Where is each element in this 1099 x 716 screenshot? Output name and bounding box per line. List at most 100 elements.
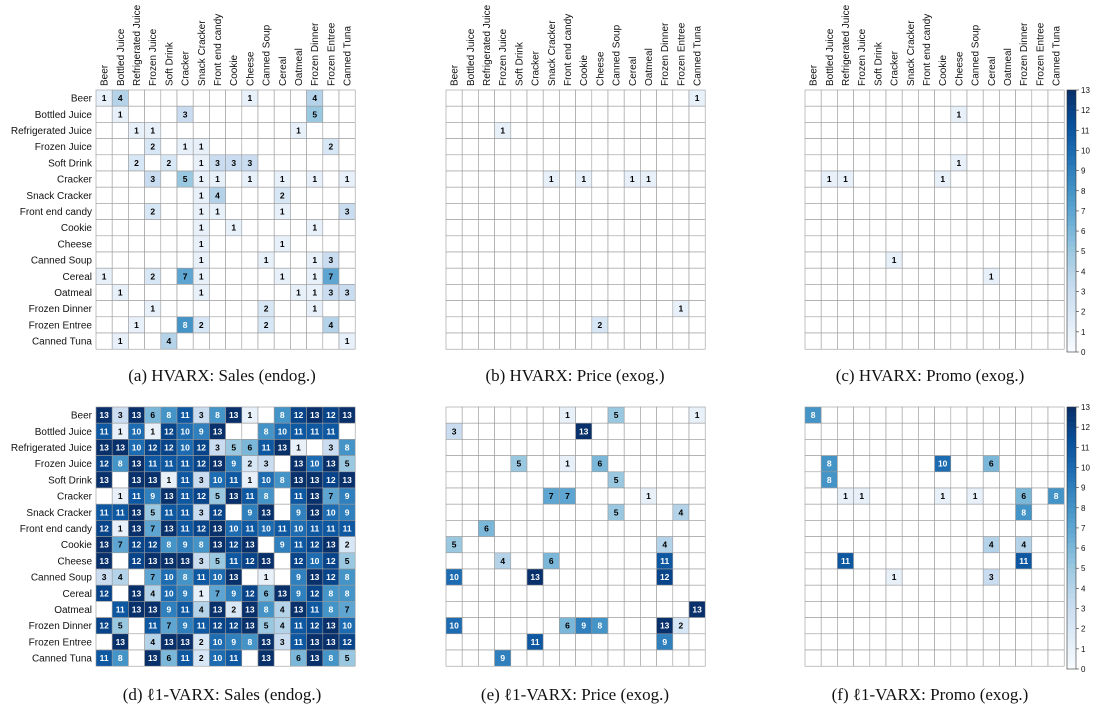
- cell-value: 13: [310, 572, 320, 582]
- heatmap-cell: [176, 300, 194, 318]
- column-label: Frozen Entree: [1035, 22, 1046, 86]
- cell-value: 11: [278, 524, 287, 534]
- heatmap-cell: [461, 422, 479, 440]
- heatmap-cell: [885, 267, 903, 285]
- cell-value: 4: [280, 621, 285, 631]
- heatmap-cell: [869, 235, 887, 253]
- heatmap-cell: [804, 633, 822, 651]
- heatmap-cell: [640, 122, 657, 139]
- heatmap-cell: [510, 422, 528, 440]
- heatmap-cell: [510, 267, 528, 285]
- heatmap-cell: [445, 284, 463, 301]
- heatmap-cell: [95, 170, 113, 188]
- cell-value: 2: [150, 271, 155, 281]
- heatmap-cell: [591, 471, 609, 489]
- heatmap-cell: [623, 471, 641, 489]
- heatmap-cell: [526, 251, 544, 269]
- cell-value: 1: [500, 126, 505, 136]
- heatmap-cell: [804, 617, 822, 635]
- cell-value: 3: [199, 556, 204, 566]
- heatmap-cell: [461, 332, 479, 350]
- colorbar-segment: [1067, 417, 1076, 423]
- heatmap-cell: [672, 536, 690, 554]
- colorbar-tick-label: 4: [1081, 584, 1086, 593]
- heatmap-cell: [461, 138, 479, 156]
- heatmap-cell: [510, 300, 528, 318]
- heatmap-cell: [1047, 455, 1065, 473]
- heatmap-cell: [225, 138, 243, 156]
- heatmap-cell: [607, 235, 625, 253]
- heatmap-cell: [672, 332, 690, 350]
- cell-value: 1: [280, 239, 285, 249]
- cell-value: 13: [164, 524, 174, 534]
- heatmap-cell: [853, 203, 871, 220]
- heatmap-cell: [640, 332, 657, 350]
- heatmap-cell: [526, 300, 544, 318]
- heatmap-cell: [128, 235, 145, 253]
- heatmap-cell: [95, 138, 113, 156]
- heatmap-cell: [160, 219, 178, 237]
- heatmap-cell: [445, 487, 463, 505]
- heatmap-cell: [510, 406, 528, 424]
- heatmap-cell: [241, 251, 259, 269]
- cell-value: 9: [183, 621, 188, 631]
- heatmap-cell: [869, 138, 887, 156]
- column-label: Cookie: [579, 54, 590, 86]
- heatmap-cell: [999, 219, 1016, 237]
- colorbar-segment: [1067, 598, 1076, 604]
- heatmap-cell: [241, 422, 259, 440]
- row-label: Canned Soup: [31, 573, 93, 584]
- cell-value: 7: [549, 491, 554, 501]
- heatmap-cell: [445, 633, 463, 651]
- cell-value: 1: [248, 93, 253, 103]
- heatmap-cell: [160, 89, 178, 107]
- cell-value: 3: [215, 443, 220, 453]
- heatmap-cell: [144, 105, 162, 123]
- cell-value: 1: [264, 572, 269, 582]
- heatmap-cell: [950, 170, 968, 188]
- heatmap-cell: [688, 649, 706, 667]
- heatmap-cell: [209, 138, 226, 156]
- heatmap-cell: [306, 316, 324, 334]
- heatmap-cell: [804, 422, 822, 440]
- heatmap-cell: [1047, 520, 1065, 537]
- heatmap-cell: [192, 89, 210, 107]
- colorbar-segment: [1067, 311, 1076, 318]
- row-label: Bottled Juice: [35, 427, 93, 438]
- heatmap-cell: [950, 89, 968, 107]
- heatmap-cell: [640, 251, 657, 269]
- colorbar-segment: [1067, 502, 1076, 509]
- heatmap-cell: [322, 186, 340, 204]
- heatmap-cell: [494, 503, 512, 521]
- heatmap-cell: [853, 455, 871, 473]
- cell-value: 8: [827, 459, 832, 469]
- heatmap-cell: [241, 186, 259, 204]
- cell-value: 13: [180, 556, 190, 566]
- heatmap-cell: [1031, 422, 1049, 440]
- heatmap-cell: [290, 316, 307, 334]
- colorbar-segment: [1067, 548, 1076, 554]
- cell-value: 1: [312, 288, 317, 298]
- cell-value: 4: [679, 507, 684, 517]
- cell-value: 9: [231, 637, 236, 647]
- heatmap-cell: [575, 267, 593, 285]
- heatmap-cell: [885, 406, 903, 424]
- cell-value: 1: [199, 271, 204, 281]
- heatmap-cell: [290, 219, 307, 237]
- colorbar-segment: [1067, 326, 1076, 333]
- heatmap-cell: [160, 105, 178, 123]
- cell-value: 8: [167, 410, 172, 420]
- heatmap-cell: [478, 455, 495, 473]
- cell-value: 3: [329, 255, 334, 265]
- cell-value: 1: [118, 109, 123, 119]
- heatmap-cell: [982, 649, 1000, 667]
- heatmap-cell: [966, 138, 984, 156]
- heatmap-cell: [918, 584, 935, 602]
- cell-value: 13: [310, 637, 320, 647]
- colorbar-segment: [1067, 210, 1076, 217]
- heatmap-cell: [837, 186, 854, 204]
- cell-value: 12: [99, 459, 109, 469]
- heatmap-cell: [575, 487, 593, 505]
- row-label: Snack Cracker: [26, 191, 92, 202]
- heatmap-cell: [445, 138, 463, 156]
